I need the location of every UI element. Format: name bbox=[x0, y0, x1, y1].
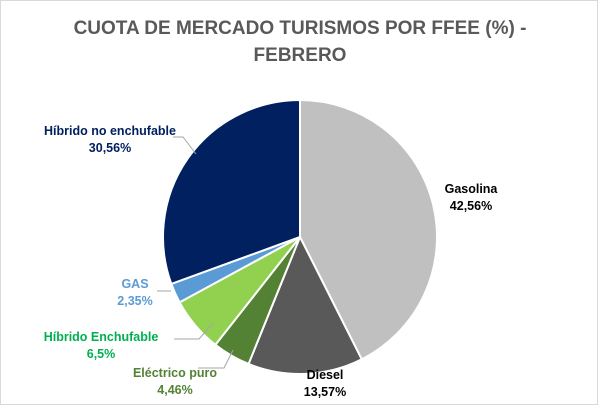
leader-line bbox=[174, 322, 214, 340]
chart-title-line-1: CUOTA DE MERCADO TURISMOS POR FFEE (%) - bbox=[73, 18, 527, 39]
pie-slice-híbrido-no-enchufable bbox=[162, 98, 301, 286]
data-label-eléctrico-puro: Eléctrico puro 4,46% bbox=[133, 366, 217, 397]
data-label-híbrido-enchufable: Híbrido Enchufable 6,5% bbox=[44, 330, 159, 361]
data-label-gasolina: Gasolina 42,56% bbox=[445, 182, 499, 213]
pie-slice-diesel bbox=[247, 234, 364, 375]
data-label-híbrido-no-enchufable: Híbrido no enchufable 30,56% bbox=[44, 124, 176, 155]
chart-title: CUOTA DE MERCADO TURISMOS POR FFEE (%) -… bbox=[1, 15, 598, 69]
leader-line bbox=[198, 349, 234, 369]
chart-title-line-2: FEBRERO bbox=[253, 45, 347, 66]
data-label-diesel: Diesel 13,57% bbox=[304, 368, 346, 399]
leader-line bbox=[173, 136, 197, 155]
data-label-gas: GAS 2,35% bbox=[117, 277, 152, 308]
pie-slice-gasolina bbox=[299, 98, 438, 361]
